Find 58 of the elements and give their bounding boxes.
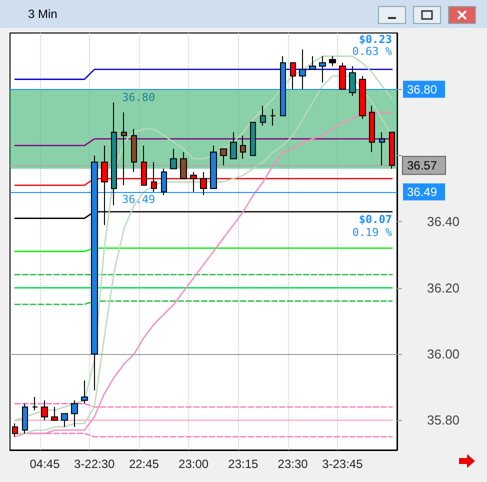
x-tick-label: 23:30 — [278, 457, 308, 471]
candlestick — [141, 145, 147, 186]
candlestick — [359, 76, 366, 120]
candlestick — [240, 135, 246, 160]
candlestick — [12, 423, 18, 438]
annotation: $0.07 — [358, 213, 392, 226]
candlestick — [161, 168, 167, 196]
candlestick — [329, 56, 336, 67]
candlestick — [190, 172, 197, 192]
candlestick — [210, 145, 217, 190]
x-tick-label: 22:45 — [128, 457, 160, 471]
y-tick-label: 36.00 — [427, 346, 460, 362]
candlestick — [319, 56, 326, 84]
candlestick — [349, 66, 356, 96]
candlestick — [309, 56, 316, 70]
candlestick — [379, 132, 385, 166]
annotation: 36.49 — [122, 193, 156, 206]
candlestick — [41, 400, 48, 421]
y-tick-label: 36.20 — [427, 280, 460, 296]
annotation: 0.19 % — [352, 226, 392, 239]
candlestick — [71, 400, 78, 428]
y-tick-label: 36.40 — [427, 214, 460, 230]
candlestick — [81, 380, 88, 404]
ref-line-label: 36.80 — [407, 82, 438, 96]
candlestick — [339, 62, 346, 90]
candlestick — [131, 128, 137, 172]
candlestick — [299, 49, 306, 90]
x-tick-label: 3-22:30 — [74, 457, 116, 471]
candlestick — [151, 162, 157, 192]
y-tick-label: 35.80 — [427, 412, 460, 428]
ref-line-label: 36.49 — [407, 184, 438, 199]
ref-line-label: 36.57 — [407, 158, 438, 172]
candlestick — [389, 132, 395, 170]
candlestick — [111, 102, 117, 206]
candlestick — [290, 62, 296, 90]
candlestick — [121, 112, 127, 186]
candlestick — [61, 413, 68, 428]
candlestick — [230, 132, 237, 160]
annotation: 0.63 % — [352, 45, 392, 58]
candlestick — [51, 406, 58, 421]
annotation: 36.80 — [122, 91, 156, 104]
candlestick — [170, 148, 177, 170]
candlestick — [260, 105, 266, 126]
candlestick — [250, 122, 256, 156]
annotation: $0.23 — [358, 33, 392, 46]
candlestick — [180, 152, 187, 180]
candlestick — [220, 148, 227, 166]
candlestick — [32, 396, 38, 411]
candlestick — [22, 403, 28, 434]
x-tick-label: 23:00 — [178, 457, 209, 471]
chart-title: 3 Min — [28, 7, 58, 21]
x-tick-label: 04:45 — [30, 457, 60, 471]
candlestick — [280, 56, 286, 116]
candlestick — [270, 108, 276, 126]
candlestick — [369, 105, 375, 153]
x-tick-label: 3-23:45 — [322, 457, 364, 471]
candlestick — [200, 172, 207, 196]
x-tick-label: 23:15 — [228, 457, 259, 471]
